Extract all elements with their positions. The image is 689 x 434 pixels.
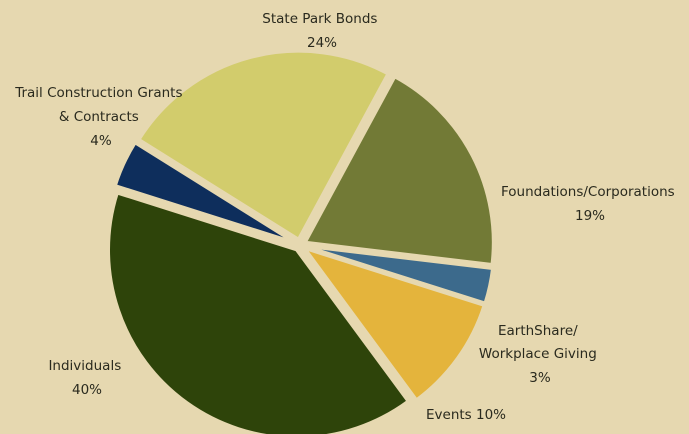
label-earthshare-line-1: EarthShare/	[498, 323, 578, 339]
label-events-line-1: Events 10%	[426, 407, 506, 423]
label-foundations-line-1: Foundations/Corporations	[501, 184, 675, 200]
label-state-park-bonds: State Park Bonds 24%	[262, 11, 381, 51]
slice-individuals	[107, 191, 411, 434]
label-individuals: Individuals 40%	[48, 358, 125, 398]
slice-events	[300, 245, 486, 402]
label-trail-line-1: Trail Construction Grants	[14, 85, 182, 101]
label-state-park-bonds-pct: 24%	[307, 35, 337, 51]
label-trail-construction: Trail Construction Grants & Contracts 4%	[14, 85, 187, 149]
slice-earthshare	[305, 244, 495, 305]
label-earthshare-pct: 3%	[529, 370, 551, 386]
label-individuals-line-1: Individuals	[48, 358, 121, 374]
label-earthshare-line-2: Workplace Giving	[479, 346, 597, 362]
slice-state-park-bonds	[136, 49, 390, 242]
label-individuals-pct: 40%	[72, 382, 102, 398]
label-events: Events 10%	[426, 407, 506, 423]
label-foundations-pct: 19%	[575, 208, 605, 224]
label-earthshare: EarthShare/ Workplace Giving 3%	[479, 323, 601, 386]
pie-slices	[107, 49, 495, 434]
label-trail-line-2: & Contracts	[59, 109, 139, 125]
label-foundations-corporations: Foundations/Corporations 19%	[501, 184, 679, 224]
slice-trail-construction	[113, 140, 296, 244]
label-state-park-bonds-line-1: State Park Bonds	[262, 11, 377, 27]
label-trail-pct: 4%	[90, 133, 112, 149]
slice-foundations-corporations	[302, 74, 495, 267]
